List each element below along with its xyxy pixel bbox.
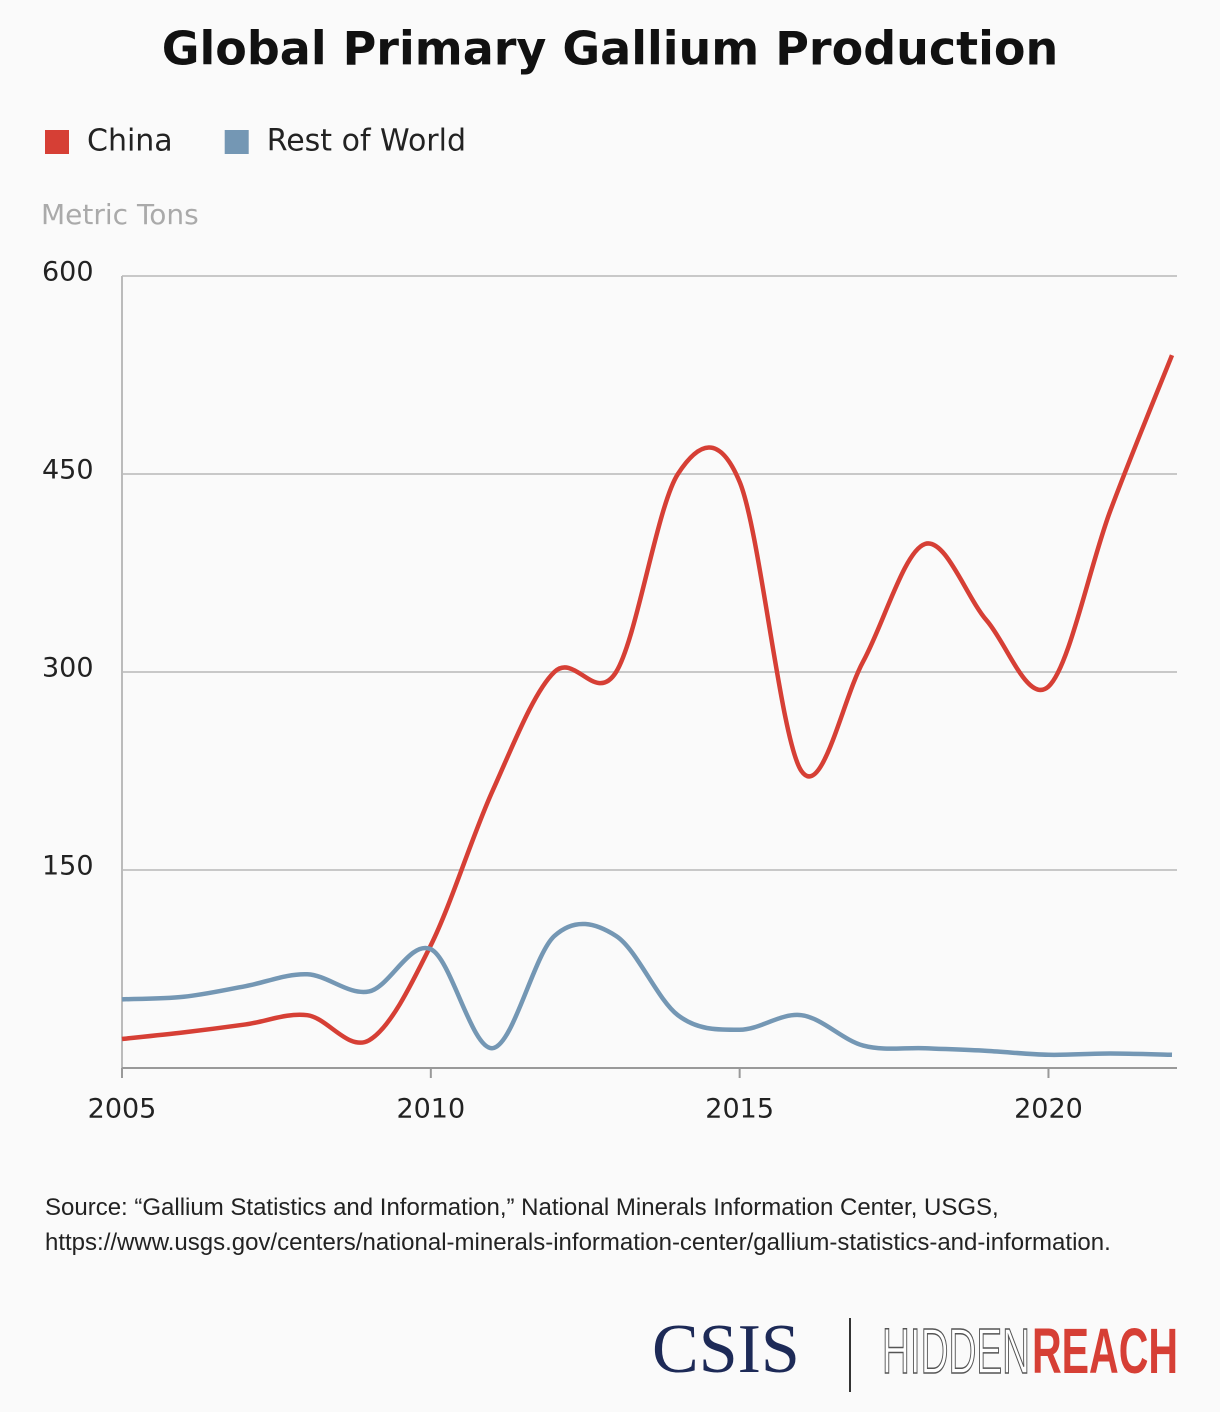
y-tick-label: 600 <box>42 257 94 288</box>
x-tick-label: 2005 <box>88 1094 157 1125</box>
y-axis-label: Metric Tons <box>41 198 199 231</box>
y-tick-label: 450 <box>42 455 94 486</box>
legend-label: Rest of World <box>267 124 466 159</box>
x-tick-label: 2010 <box>396 1094 465 1125</box>
y-tick-label: 300 <box>42 653 94 684</box>
legend: China Rest of World <box>45 124 466 159</box>
legend-label: China <box>87 124 173 159</box>
source-note: Source: “Gallium Statistics and Informat… <box>45 1194 1111 1256</box>
x-tick-label: 2015 <box>705 1094 774 1125</box>
series-line <box>121 921 1173 1058</box>
chart-title: Global Primary Gallium Production <box>162 22 1059 76</box>
series-line <box>121 354 1175 1045</box>
legend-swatch <box>45 130 69 154</box>
y-tick-label: 150 <box>42 851 94 882</box>
legend-swatch <box>224 130 249 154</box>
logo-brand-light: HIDDEN <box>882 1315 1030 1387</box>
logo-brand-bold: REACH <box>1032 1315 1178 1387</box>
x-tick-label: 2020 <box>1014 1094 1083 1125</box>
logo-org: CSIS <box>652 1311 800 1388</box>
